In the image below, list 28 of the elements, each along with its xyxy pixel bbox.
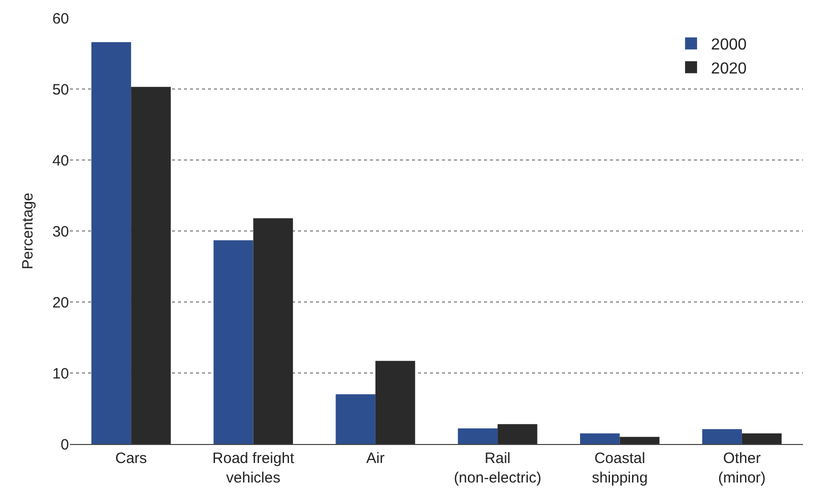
bar — [458, 428, 498, 444]
y-tick-label: 20 — [52, 294, 69, 312]
bar — [91, 42, 132, 444]
bar — [336, 394, 376, 444]
y-tick-label: 30 — [52, 223, 69, 240]
bar — [620, 436, 660, 444]
x-tick-label: Road freight vehicles — [212, 450, 295, 486]
bar — [375, 360, 416, 444]
bar — [742, 433, 782, 444]
y-tick-label: 50 — [52, 81, 69, 98]
x-tick-label: Cars — [115, 450, 147, 467]
x-tick-label: Rail (non-electric) — [454, 450, 542, 486]
bar — [131, 86, 171, 444]
y-tick-label: 10 — [52, 365, 69, 382]
legend-label: 2020 — [711, 60, 747, 78]
x-tick-label: Air — [366, 450, 385, 467]
y-axis-title: Percentage — [20, 192, 37, 270]
bar — [580, 433, 620, 444]
legend-label: 2000 — [711, 36, 747, 54]
bar — [214, 240, 254, 444]
bar — [253, 218, 293, 444]
y-tick-label: 40 — [52, 152, 69, 170]
x-tick-label: Coastal shipping — [592, 450, 648, 486]
bar — [702, 429, 742, 444]
y-tick-label: 0 — [60, 436, 69, 454]
x-tick-label: Other (minor) — [718, 450, 766, 486]
bar — [498, 424, 538, 444]
y-tick-label: 60 — [52, 10, 69, 28]
